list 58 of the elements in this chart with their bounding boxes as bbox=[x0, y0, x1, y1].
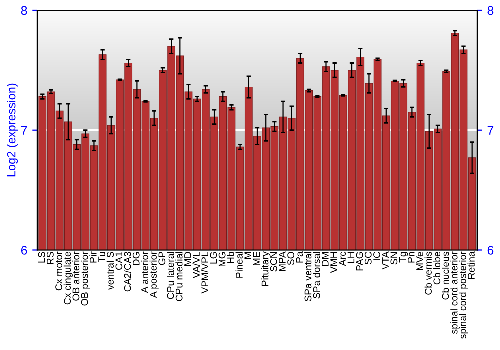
x-tick-label: Pn bbox=[408, 252, 415, 263]
x-tick-label: PAG bbox=[356, 252, 364, 271]
x-tick-label: CPu medial bbox=[176, 252, 183, 302]
x-tick-label: MD bbox=[184, 252, 192, 266]
x-tick-label: Pituitary bbox=[262, 252, 271, 286]
x-tick-label: Cb nucleus bbox=[442, 252, 450, 300]
x-tick-label: ventral S bbox=[106, 252, 114, 290]
y2-tick-label: 6 bbox=[488, 246, 494, 255]
x-tick-label: VMH bbox=[330, 252, 338, 274]
x-tick-label: SO bbox=[288, 252, 294, 266]
y-tick-label: 8 bbox=[21, 6, 28, 16]
x-tick-label: CA2/CA3 bbox=[124, 252, 132, 292]
y-axis-title: Log2 (expression) bbox=[7, 84, 18, 177]
y-tick-label: 6 bbox=[21, 246, 28, 255]
x-tick-label: SPa ventral bbox=[304, 252, 312, 302]
x-tick-label: Cx motor bbox=[56, 252, 62, 291]
y2-tick-label: 8 bbox=[488, 6, 494, 16]
x-tick-label: DM bbox=[322, 252, 329, 266]
x-tick-label: LH bbox=[348, 252, 355, 264]
x-tick-label: GP bbox=[158, 252, 166, 266]
x-tick-label: CPu lateral bbox=[167, 252, 174, 300]
x-tick-label: Cb lobe bbox=[433, 252, 441, 285]
x-tick-label: LS bbox=[38, 252, 46, 263]
x-tick-label: M bbox=[244, 252, 252, 259]
y2-tick-label: 7 bbox=[488, 126, 494, 135]
x-tick-label: Retina bbox=[468, 252, 475, 279]
x-tick-label: VPM/VPL bbox=[201, 252, 209, 294]
x-tick-label: Cb vermis bbox=[424, 252, 432, 295]
x-tick-label: A posterior bbox=[150, 252, 159, 298]
x-tick-label: LG bbox=[210, 252, 218, 264]
x-tick-label: VA/VL bbox=[192, 252, 200, 278]
x-tick-label: spinal cord posterior bbox=[459, 252, 468, 339]
x-tick-label: IC bbox=[374, 252, 380, 260]
x-tick-label: VTA bbox=[382, 252, 389, 270]
x-tick-label: Hb bbox=[227, 252, 234, 264]
x-tick-label: Pineal bbox=[236, 252, 243, 278]
x-tick-label: Arc bbox=[339, 252, 346, 266]
x-tick-label: A anterior bbox=[141, 252, 148, 294]
x-tick-label: Pa bbox=[296, 252, 304, 263]
x-tick-label: MG bbox=[218, 252, 226, 266]
x-tick-label: OB posterior bbox=[81, 252, 90, 306]
x-tick-label: MVe bbox=[416, 252, 424, 270]
x-tick-label: SC bbox=[364, 252, 372, 265]
x-tick-label: SCN bbox=[270, 252, 278, 272]
x-tick-label: Tu bbox=[98, 252, 106, 262]
x-tick-label: SN bbox=[390, 252, 398, 265]
x-tick-label: DG bbox=[132, 252, 140, 266]
x-tick-label: CA1 bbox=[116, 252, 123, 270]
y-tick-label: 7 bbox=[21, 126, 28, 135]
x-tick-label: MPA bbox=[279, 252, 286, 272]
x-tick-label: Cx cingulate bbox=[64, 252, 73, 305]
x-tick-label: spinal cord anterior bbox=[450, 252, 460, 334]
x-tick-label: ME bbox=[253, 252, 260, 266]
x-tick-label: Tg bbox=[399, 252, 408, 263]
x-tick-label: RS bbox=[46, 252, 54, 264]
x-tick-label: SPa dorsal bbox=[313, 252, 320, 299]
x-tick-label: Pir bbox=[90, 252, 97, 263]
x-tick-label: OB anterior bbox=[72, 252, 80, 301]
